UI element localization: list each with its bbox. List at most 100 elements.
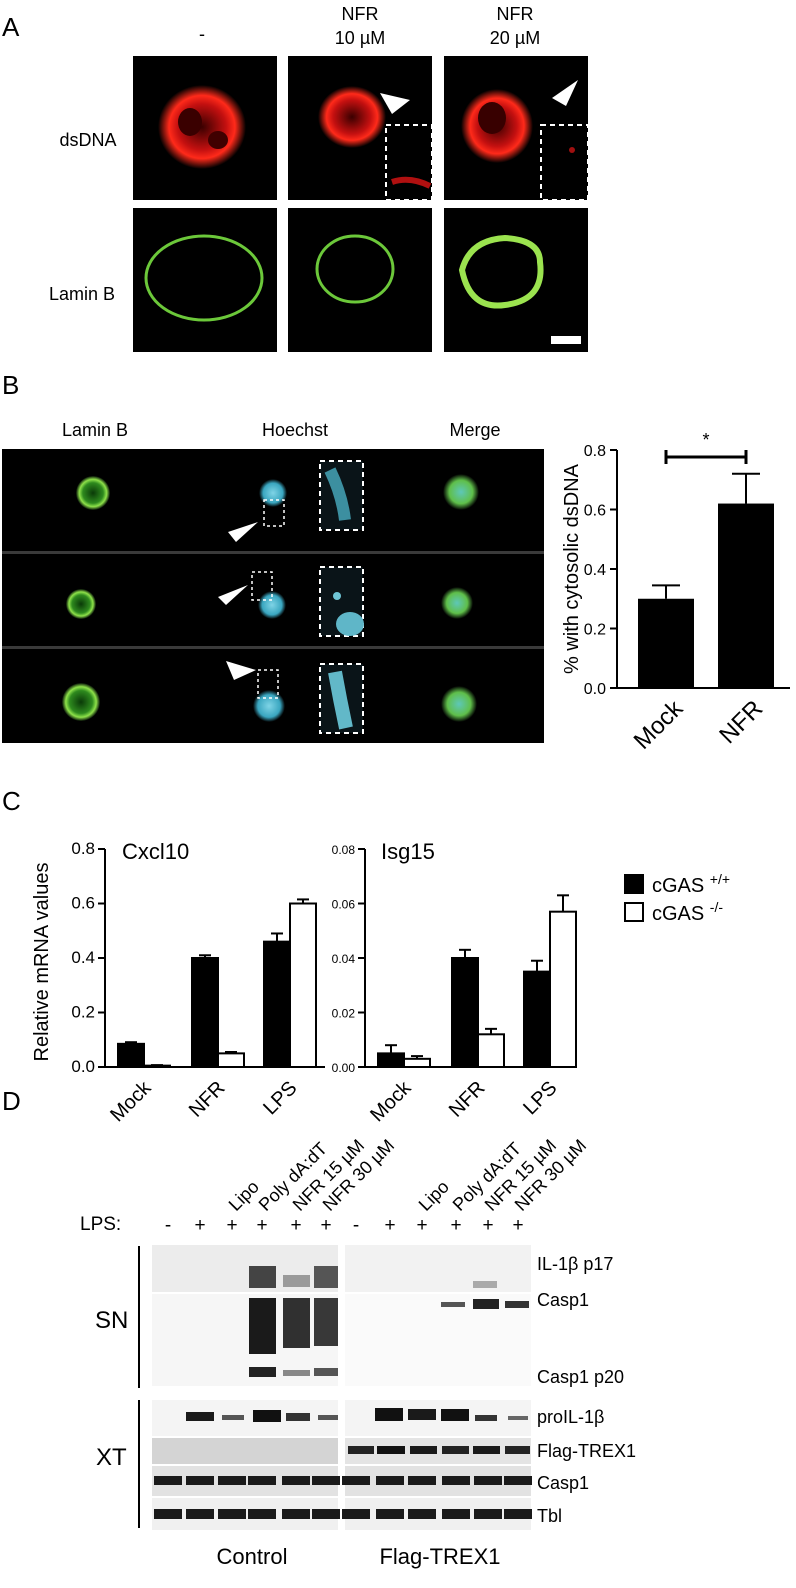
row-label-dsdna: dsDNA [59, 130, 116, 150]
lane-label: Lipo [225, 1177, 263, 1215]
band [442, 1476, 470, 1485]
col-label-nfr20-line1: NFR [497, 4, 534, 24]
x-tick-label: NFR [185, 1077, 230, 1122]
micrograph-dsdna-control [133, 56, 277, 200]
y-tick-label: 0.08 [332, 843, 356, 857]
bar-nfr [718, 503, 774, 688]
lps-mark: - [353, 1215, 359, 1236]
band [474, 1509, 502, 1519]
band [504, 1476, 532, 1485]
lane-label: Lipo [415, 1177, 453, 1215]
lps-mark: + [226, 1215, 237, 1236]
y-tick-label: 0.6 [584, 503, 606, 520]
y-tick-label: 0.02 [332, 1007, 356, 1021]
band-label-il1b-p17: IL-1β p17 [537, 1254, 613, 1274]
micrograph-laminb-control [133, 208, 277, 352]
y-tick-label: 0.0 [71, 1057, 95, 1076]
y-tick-label: 0.2 [584, 622, 606, 639]
lps-mark: + [320, 1215, 331, 1236]
band [218, 1476, 246, 1485]
blot-tbl [152, 1498, 532, 1530]
col-label-hoechst: Hoechst [262, 420, 328, 440]
lps-marks-control: - + + + + + [165, 1215, 332, 1236]
condition-label-control: Control [217, 1544, 288, 1569]
col-label-nfr10-line1: NFR [342, 4, 379, 24]
bar-mock-1 [403, 1057, 431, 1068]
bar-mock [638, 598, 694, 688]
bar-mock-0 [117, 1042, 145, 1069]
blot-xt-casp1 [152, 1466, 532, 1496]
chart-cxcl10: 0.0 0.2 0.4 0.6 0.8 Cxcl10 Relative mRNA value… [31, 839, 325, 1126]
panel-b-letter: B [2, 370, 19, 400]
lps-row-label: LPS: [80, 1214, 121, 1235]
y-tick-label: 0.4 [584, 562, 606, 579]
x-tick-label: NFR [714, 695, 768, 749]
lps-mark: + [384, 1215, 395, 1236]
x-tick-label: NFR [445, 1077, 490, 1122]
lps-marks-flag: - + + + + + [353, 1215, 524, 1236]
chart-title: Cxcl10 [122, 839, 189, 864]
band [248, 1476, 276, 1485]
blot-flag-trex1 [152, 1438, 531, 1464]
lps-mark: + [256, 1215, 267, 1236]
col-label-merge: Merge [449, 420, 500, 440]
blot-sn-casp1 [152, 1294, 531, 1386]
condition-label-flag-trex1: Flag-TREX1 [379, 1544, 500, 1569]
bar-lps-1 [289, 902, 317, 1068]
col-label-control: - [199, 24, 205, 44]
band [442, 1509, 470, 1519]
band [408, 1509, 436, 1519]
micrograph-dsdna-nfr10 [288, 56, 433, 201]
y-axis-label: Relative mRNA values [31, 863, 53, 1062]
y-axis-label: % with cytosolic dsDNA [561, 463, 583, 674]
legend-label-superscript: -/- [710, 899, 724, 915]
y-tick-label: 0.8 [584, 443, 606, 460]
col-label-nfr10-line2: 10 µM [335, 28, 385, 48]
arrowhead-icon [218, 585, 248, 605]
lps-mark: - [165, 1215, 171, 1236]
bar-nfr-0 [191, 957, 219, 1068]
lps-mark: + [482, 1215, 493, 1236]
lps-mark: + [416, 1215, 427, 1236]
x-tick-label: LPS [259, 1077, 301, 1119]
bar-lps-0 [263, 940, 291, 1069]
imaging-flow-panel [2, 449, 544, 743]
y-tick-label: 0.04 [332, 952, 356, 966]
bar-nfr-1 [477, 1033, 505, 1069]
band [154, 1509, 182, 1519]
micrograph-laminb-nfr10 [288, 208, 432, 352]
bar-nfr-1 [217, 1052, 245, 1068]
band [408, 1476, 436, 1485]
band-label-casp1-p20: Casp1 p20 [537, 1367, 624, 1387]
legend-label: cGAS +/+ [652, 871, 730, 897]
band [474, 1476, 502, 1485]
band [186, 1476, 214, 1485]
arrowhead-icon [228, 522, 258, 542]
legend-cgas: cGAS +/+cGAS -/- [624, 871, 730, 925]
y-tick-label: 0.6 [71, 894, 95, 913]
x-tick-label: Mock [106, 1076, 156, 1126]
arrowhead-icon [552, 80, 578, 106]
band [504, 1509, 532, 1519]
row-label-laminb: Lamin B [49, 284, 115, 304]
lps-mark: + [450, 1215, 461, 1236]
chart-cytosolic-dsdna: 0.0 0.2 0.4 0.6 0.8% with cytosolic dsDNA Moc… [561, 430, 790, 755]
legend-label-superscript: +/+ [710, 871, 730, 887]
bar-lps-1 [549, 910, 577, 1068]
band [312, 1509, 340, 1519]
band [154, 1476, 182, 1485]
bar-nfr-0 [451, 957, 479, 1068]
y-tick-label: 0.2 [71, 1003, 95, 1022]
band [376, 1476, 404, 1485]
band [218, 1509, 246, 1519]
band-label-xt-casp1: Casp1 [537, 1473, 589, 1493]
lps-mark: + [290, 1215, 301, 1236]
lps-mark: + [512, 1215, 523, 1236]
band [282, 1476, 310, 1485]
legend-label: cGAS -/- [652, 899, 723, 925]
micrograph-laminb-nfr20 [444, 208, 588, 352]
chart-title: Isg15 [381, 839, 435, 864]
